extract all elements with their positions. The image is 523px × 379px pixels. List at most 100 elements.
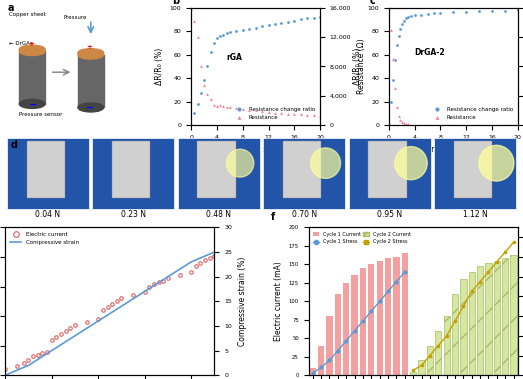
- Bar: [310, 368, 316, 375]
- Cycle 1 Stress: [310, 371, 316, 376]
- Cycle 2 Stress: [418, 363, 425, 368]
- Bar: [502, 258, 508, 375]
- Text: +: +: [29, 41, 35, 47]
- Bar: [385, 258, 391, 375]
- Cycle 1 Stress: [393, 279, 400, 284]
- Cycle 2 Stress: [502, 250, 508, 254]
- Bar: [510, 255, 517, 375]
- Text: 0.48 N: 0.48 N: [206, 210, 231, 219]
- Y-axis label: Resistance (Ω): Resistance (Ω): [357, 39, 366, 94]
- Ellipse shape: [78, 49, 104, 57]
- Cycle 1 Stress: [335, 348, 341, 353]
- Bar: [93, 138, 174, 209]
- Bar: [418, 360, 425, 375]
- Bar: [178, 138, 260, 209]
- Bar: [477, 266, 483, 375]
- Cycle 1 Stress: [351, 329, 358, 333]
- Bar: [360, 268, 366, 375]
- Text: b: b: [172, 0, 179, 6]
- Legend: Resistance change ratio, Resistance: Resistance change ratio, Resistance: [429, 105, 515, 122]
- Cycle 2 Stress: [452, 319, 458, 323]
- Text: f: f: [271, 212, 275, 222]
- Bar: [27, 141, 65, 198]
- Cycle 2 Stress: [427, 353, 433, 358]
- Bar: [410, 371, 416, 375]
- Ellipse shape: [19, 45, 45, 53]
- Ellipse shape: [78, 50, 104, 59]
- Cycle 1 Stress: [385, 289, 391, 294]
- Bar: [263, 138, 345, 209]
- Cycle 2 Stress: [410, 368, 416, 373]
- Cycle 1 Stress: [402, 269, 408, 274]
- Cycle 1 Stress: [377, 299, 383, 304]
- Bar: [19, 51, 45, 104]
- Text: −: −: [86, 103, 94, 113]
- Text: Pressure: Pressure: [64, 15, 87, 20]
- Bar: [318, 346, 324, 375]
- Cycle 2 Stress: [460, 304, 467, 309]
- Cycle 2 Stress: [510, 240, 517, 244]
- Bar: [78, 55, 104, 108]
- Text: c: c: [370, 0, 376, 6]
- Text: Copper sheet: Copper sheet: [9, 12, 46, 17]
- Circle shape: [311, 148, 340, 179]
- Cycle 2 Stress: [494, 260, 500, 264]
- Text: 0.23 N: 0.23 N: [121, 210, 146, 219]
- Cycle 1 Stress: [318, 365, 324, 370]
- Bar: [335, 294, 341, 375]
- Bar: [434, 138, 516, 209]
- Ellipse shape: [78, 103, 104, 112]
- Bar: [351, 276, 358, 375]
- X-axis label: Compressive strain (%): Compressive strain (%): [408, 146, 498, 154]
- Y-axis label: Compressive strain (%): Compressive strain (%): [237, 257, 246, 346]
- Bar: [469, 272, 475, 375]
- Text: 0.95 N: 0.95 N: [377, 210, 402, 219]
- Y-axis label: ΔR/R₀ (%): ΔR/R₀ (%): [155, 48, 164, 85]
- Bar: [197, 141, 236, 198]
- Cycle 2 Stress: [485, 269, 492, 274]
- Bar: [485, 263, 492, 375]
- Bar: [343, 283, 349, 375]
- Bar: [283, 141, 321, 198]
- Bar: [435, 331, 441, 375]
- Ellipse shape: [19, 47, 45, 56]
- Legend: Resistance change ratio, Resistance: Resistance change ratio, Resistance: [231, 105, 317, 122]
- Line: Cycle 2 Stress: Cycle 2 Stress: [412, 241, 515, 372]
- Bar: [402, 253, 408, 375]
- Text: d: d: [10, 139, 17, 150]
- Bar: [377, 261, 383, 375]
- Text: +: +: [86, 44, 92, 50]
- Legend: Cycle 1 Current, Cycle 1 Stress, Cycle 2 Current, Cycle 2 Stress: Cycle 1 Current, Cycle 1 Stress, Cycle 2…: [311, 230, 413, 246]
- Bar: [452, 294, 458, 375]
- Text: Pressure sensor: Pressure sensor: [19, 112, 63, 117]
- Cycle 1 Stress: [326, 358, 333, 363]
- Bar: [427, 346, 433, 375]
- X-axis label: Compressive strain (%): Compressive strain (%): [211, 146, 300, 154]
- Bar: [494, 261, 500, 375]
- Text: ← DrGAs: ← DrGAs: [9, 41, 32, 46]
- Bar: [393, 257, 400, 375]
- Bar: [368, 265, 374, 375]
- Y-axis label: Electric current (mA): Electric current (mA): [274, 262, 283, 341]
- Bar: [368, 141, 407, 198]
- Bar: [326, 316, 333, 375]
- Y-axis label: ΔR/R₀ (%): ΔR/R₀ (%): [353, 48, 362, 85]
- Circle shape: [226, 149, 254, 177]
- Ellipse shape: [19, 99, 45, 108]
- Bar: [349, 138, 430, 209]
- Text: a: a: [7, 3, 14, 13]
- Cycle 1 Stress: [343, 338, 349, 343]
- Bar: [460, 279, 467, 375]
- Bar: [7, 138, 89, 209]
- Cycle 2 Stress: [477, 279, 483, 284]
- Cycle 1 Stress: [360, 319, 366, 323]
- Cycle 2 Stress: [469, 289, 475, 294]
- Text: 1.12 N: 1.12 N: [463, 210, 487, 219]
- Text: 0.04 N: 0.04 N: [36, 210, 61, 219]
- Bar: [112, 141, 151, 198]
- Bar: [444, 316, 450, 375]
- Text: rGA: rGA: [226, 53, 243, 63]
- Cycle 2 Stress: [444, 334, 450, 338]
- Line: Cycle 1 Stress: Cycle 1 Stress: [311, 270, 406, 374]
- Text: 0.70 N: 0.70 N: [292, 210, 317, 219]
